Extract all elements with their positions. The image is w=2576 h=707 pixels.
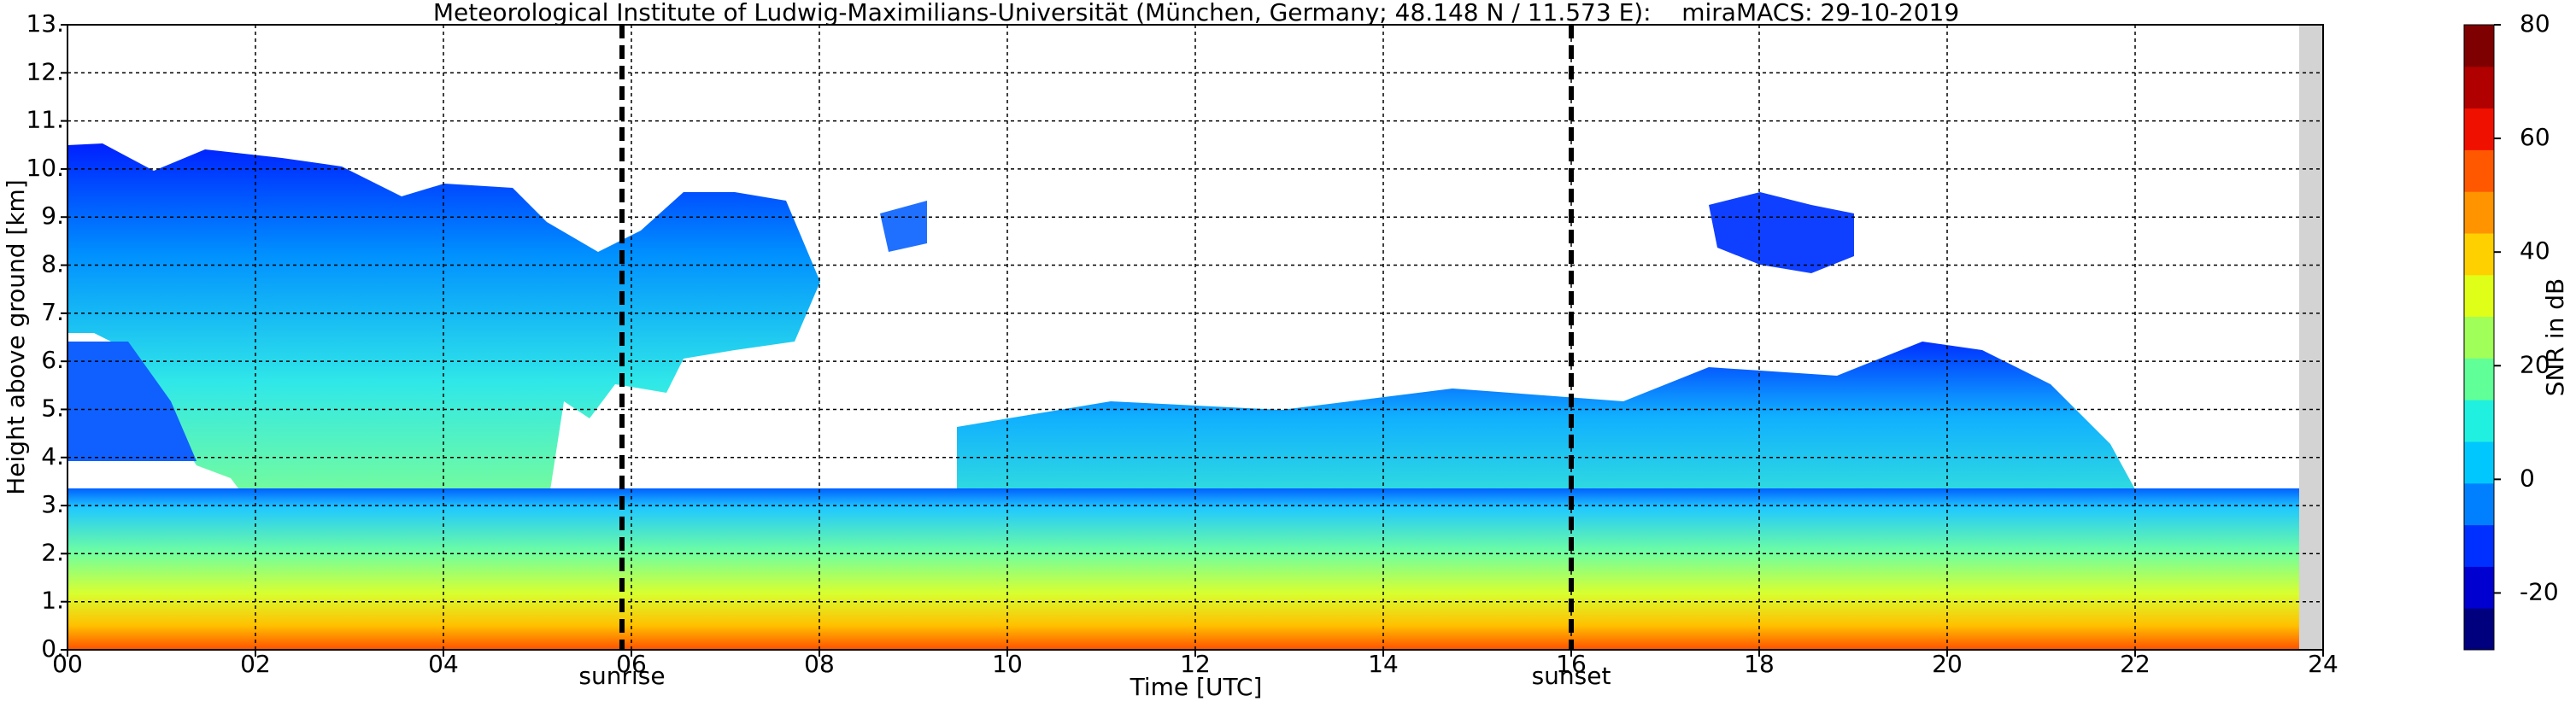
y-tick-label: 10. <box>26 154 64 182</box>
colorbar-band <box>2464 608 2494 651</box>
colorbar-label: SNR in dB <box>2541 278 2569 396</box>
x-tick-label: 14 <box>1368 650 1399 678</box>
y-tick-label: 1. <box>41 587 64 615</box>
colorbar-tick-label: 60 <box>2520 123 2550 151</box>
x-axis-label: Time [UTC] <box>1130 673 1263 701</box>
annotation-label: sunrise <box>578 662 665 690</box>
y-tick-label: 11. <box>26 106 64 134</box>
y-tick-label: 7. <box>41 298 64 326</box>
small-cloud <box>1709 192 1854 273</box>
x-tick-label: 10 <box>992 650 1023 678</box>
y-tick-label: 9. <box>41 202 64 230</box>
x-tick-label: 04 <box>428 650 459 678</box>
y-tick-label: 4. <box>41 442 64 470</box>
y-tick-label: 0. <box>41 634 64 663</box>
x-tick-label: 20 <box>1932 650 1963 678</box>
x-tick-label: 12 <box>1180 650 1211 678</box>
y-tick-label: 13. <box>26 9 64 38</box>
x-tick-label: 06 <box>616 650 647 678</box>
colorbar-frame <box>2463 24 2495 651</box>
colorbar-band <box>2464 233 2494 276</box>
no-data <box>2299 25 2323 650</box>
chart-title: Meteorological Institute of Ludwig-Maxim… <box>433 0 1959 26</box>
colorbar-tick-label: 20 <box>2520 350 2550 378</box>
colorbar-band <box>2464 25 2494 67</box>
colorbar-tick-label: -20 <box>2520 577 2559 605</box>
colorbar-tick-label: 40 <box>2520 237 2550 265</box>
y-tick-label: 2. <box>41 538 64 566</box>
y-tick-label: 12. <box>26 57 64 85</box>
colorbar-band <box>2464 441 2494 484</box>
x-tick-label: 24 <box>2308 650 2338 678</box>
small-cloud-b <box>880 201 927 252</box>
top-left-patch <box>67 342 197 461</box>
y-tick-label: 8. <box>41 250 64 278</box>
x-tick-label: 18 <box>1744 650 1775 678</box>
colorbar-band <box>2464 191 2494 234</box>
colorbar-band <box>2464 66 2494 109</box>
colorbar-band <box>2464 274 2494 318</box>
y-tick-label: 6. <box>41 346 64 374</box>
y-axis-label: Height above ground [km] <box>2 179 30 495</box>
colorbar-band <box>2464 108 2494 150</box>
x-tick-label: 02 <box>240 650 271 678</box>
annotation-label: sunset <box>1532 662 1611 690</box>
radar-field <box>67 25 2323 650</box>
colorbar-band <box>2464 566 2494 609</box>
colorbar-band <box>2464 316 2494 359</box>
x-tick-label: 22 <box>2120 650 2151 678</box>
mid-cloud <box>957 342 2136 529</box>
y-tick-label: 3. <box>41 490 64 518</box>
colorbar-band <box>2464 524 2494 567</box>
colorbar-band <box>2464 400 2494 442</box>
colorbar-band <box>2464 482 2494 526</box>
colorbar-tick-label: 80 <box>2520 9 2550 38</box>
y-tick-label: 5. <box>41 394 64 422</box>
colorbar-band <box>2464 149 2494 192</box>
colorbar-band <box>2464 358 2494 400</box>
x-tick-label: 00 <box>52 650 83 678</box>
x-tick-label: 08 <box>804 650 835 678</box>
colorbar-tick-label: 0 <box>2520 464 2535 492</box>
boundary-layer <box>67 488 2299 650</box>
x-tick-label: 16 <box>1556 650 1587 678</box>
